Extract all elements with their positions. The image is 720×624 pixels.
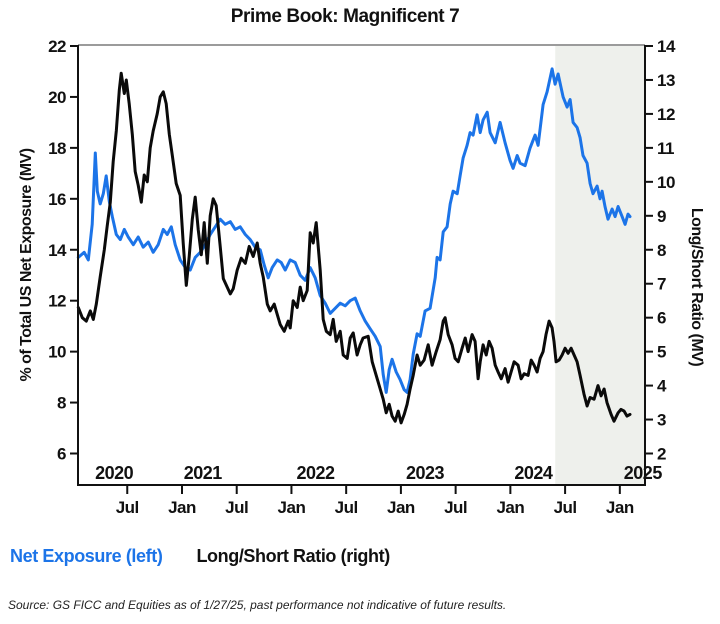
left-axis-tick-label: 20 (48, 88, 66, 107)
left-axis-tick-label: 12 (48, 292, 66, 311)
x-axis-tick-label: Jan (496, 498, 524, 517)
x-axis-tick-label: Jul (335, 498, 358, 517)
year-label: 2024 (514, 463, 553, 483)
left-axis-tick-label: 8 (57, 394, 66, 413)
x-axis-tick-label: Jul (444, 498, 467, 517)
right-axis-tick-label: 2 (657, 445, 666, 464)
right-axis-tick-label: 9 (657, 207, 666, 226)
left-axis-tick-label: 6 (57, 445, 66, 464)
year-label: 2023 (406, 463, 445, 483)
left-axis-tick-label: 14 (48, 241, 67, 260)
right-axis-tick-label: 5 (657, 343, 666, 362)
right-axis-tick-label: 8 (657, 241, 666, 260)
left-axis-tick-label: 16 (48, 190, 66, 209)
series-line-net-exposure (76, 67, 632, 394)
right-axis-tick-label: 4 (657, 377, 667, 396)
series-line-long-short-ratio (76, 71, 632, 425)
x-axis-tick-label: Jul (225, 498, 248, 517)
chart-legend: Net Exposure (left) Long/Short Ratio (ri… (10, 546, 710, 567)
right-axis-tick-label: 13 (657, 71, 675, 90)
year-label: 2022 (297, 463, 336, 483)
shaded-region-recent (555, 45, 645, 485)
right-axis-tick-label: 6 (657, 309, 666, 328)
year-label: 2021 (184, 463, 223, 483)
y-axis-right-label: Long/Short Ratio (MV) (688, 208, 705, 367)
x-axis-tick-label: Jul (116, 498, 139, 517)
right-axis-tick-label: 12 (657, 105, 675, 124)
x-axis-tick-label: Jan (387, 498, 415, 517)
left-axis-tick-label: 22 (48, 37, 66, 56)
year-label: 2025 (624, 463, 663, 483)
legend-net-exposure: Net Exposure (left) (10, 546, 163, 566)
x-axis-tick-label: Jul (554, 498, 577, 517)
x-axis-tick-label: Jan (278, 498, 306, 517)
right-axis-tick-label: 14 (657, 37, 676, 56)
year-label: 2020 (95, 463, 134, 483)
right-axis-tick-label: 3 (657, 411, 666, 430)
right-axis-tick-label: 10 (657, 173, 675, 192)
x-axis-tick-label: Jan (168, 498, 196, 517)
chart-title: Prime Book: Magnificent 7 (230, 6, 460, 27)
left-axis-tick-label: 10 (48, 343, 66, 362)
legend-long-short-ratio: Long/Short Ratio (right) (196, 546, 390, 566)
source-note: Source: GS FICC and Equities as of 1/27/… (8, 598, 507, 612)
right-axis-tick-label: 11 (657, 139, 674, 158)
y-axis-left-label: % of Total US Net Exposure (MV) (18, 148, 35, 381)
chart-canvas: 22 20 18 16 14 12 10 8 6 14 13 12 11 10 9 8 7 6 5 4 3 2 Jul Jan… (18, 37, 705, 517)
right-axis-tick-label: 7 (657, 275, 666, 294)
x-axis-tick-label: Jan (606, 498, 634, 517)
left-axis-tick-label: 18 (48, 139, 66, 158)
plot-frame (77, 45, 646, 486)
